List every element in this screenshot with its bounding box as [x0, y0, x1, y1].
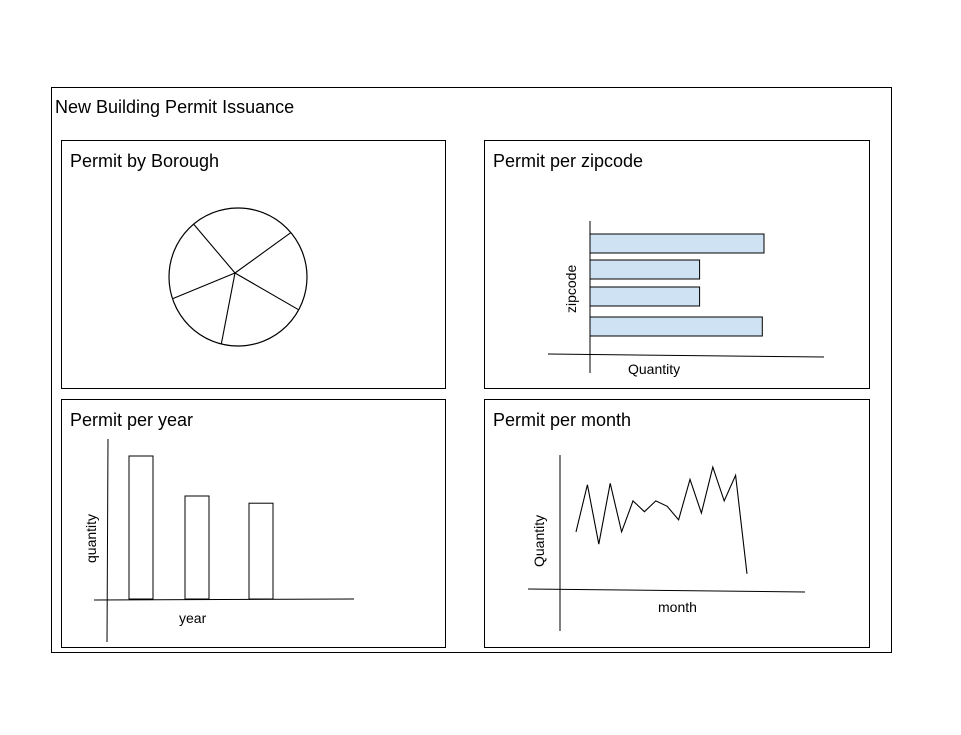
month-x-axis	[527, 588, 806, 593]
month-series-line	[575, 465, 748, 574]
pie-outline	[168, 207, 308, 347]
year-bar-chart: year quantity	[83, 438, 355, 643]
year-bar	[128, 455, 154, 600]
year-bar	[248, 502, 274, 600]
zipcode-y-label: zipcode	[563, 265, 579, 313]
zipcode-bar	[589, 286, 701, 307]
panel-borough-title: Permit by Borough	[70, 151, 220, 171]
month-line-chart: month Quantity	[527, 455, 806, 631]
year-x-axis	[93, 598, 355, 601]
panel-month: Permit per month month Quantity	[484, 399, 870, 648]
borough-pie-chart	[168, 207, 308, 347]
pie-slice-divider	[193, 223, 236, 274]
zipcode-bar	[589, 233, 765, 254]
panel-month-title: Permit per month	[493, 410, 632, 430]
year-x-label: year	[179, 610, 207, 626]
zipcode-bar	[589, 316, 763, 337]
pie-slice-divider	[220, 272, 236, 345]
panel-year: Permit per year year quantity	[61, 399, 446, 648]
year-y-axis	[106, 438, 109, 643]
pie-slice-divider	[234, 232, 292, 274]
dashboard-frame	[51, 87, 892, 653]
pie-slice-divider	[172, 272, 236, 300]
zipcode-x-axis	[547, 353, 825, 358]
year-y-label: quantity	[83, 514, 99, 563]
zipcode-bar	[589, 259, 701, 280]
zipcode-bar-chart: Quantity zipcode	[547, 221, 825, 377]
panel-zipcode-title: Permit per zipcode	[493, 151, 644, 171]
zipcode-x-label: Quantity	[628, 361, 680, 377]
panel-year-title: Permit per year	[70, 410, 194, 430]
dashboard-title: New Building Permit Issuance	[55, 97, 295, 117]
month-x-label: month	[658, 599, 697, 615]
month-y-label: Quantity	[531, 515, 547, 567]
panel-zipcode: Permit per zipcode Quantity zipcode	[484, 140, 870, 389]
pie-slice-divider	[234, 272, 299, 311]
panel-borough: Permit by Borough	[61, 140, 446, 389]
year-bar	[184, 495, 210, 600]
